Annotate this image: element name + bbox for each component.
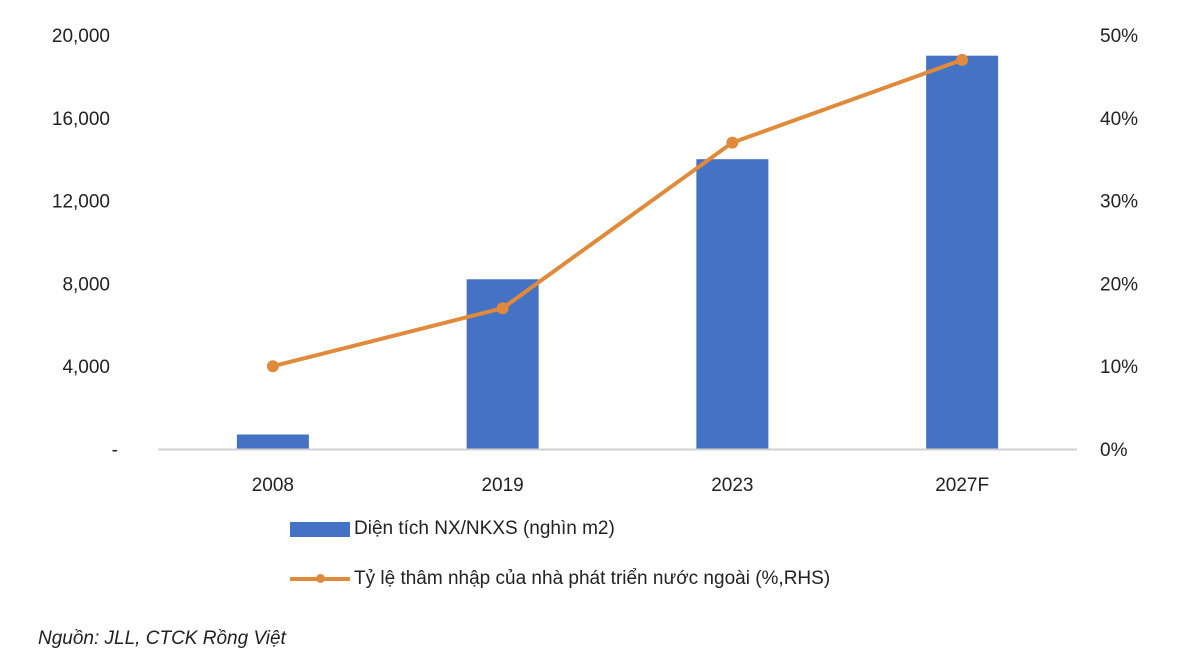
y-left-tick-label: 8,000 (62, 274, 110, 295)
y-right-tick-label: 20% (1100, 274, 1138, 295)
y-right-tick-label: 10% (1100, 357, 1138, 378)
y-left-tick-label: 16,000 (52, 109, 110, 130)
line-point (956, 53, 969, 66)
legend-swatch-bar (290, 521, 350, 537)
line-point (726, 136, 739, 149)
line-point (496, 302, 509, 315)
line-series (272, 57, 963, 369)
line-point (266, 360, 279, 373)
bar (696, 159, 769, 449)
legend-label-line: Tỷ lệ thâm nhập của nhà phát triển nước … (354, 568, 831, 589)
legend-swatch-line (290, 574, 350, 583)
y-right-tick-label: 40% (1100, 109, 1138, 130)
legend-label-bar: Diện tích NX/NKXS (nghìn m2) (354, 518, 615, 539)
x-tick-label: 2008 (252, 475, 294, 496)
y-left-tick-label: 12,000 (52, 192, 110, 213)
bar (926, 55, 999, 449)
y-right-tick-label: 50% (1100, 26, 1138, 47)
x-tick-label: 2023 (711, 475, 753, 496)
y-left-tick-label: 4,000 (62, 357, 110, 378)
legend-item-bar: Diện tích NX/NKXS (nghìn m2) (290, 518, 615, 540)
legend-item-line: Tỷ lệ thâm nhập của nhà phát triển nước … (290, 568, 830, 590)
y-right-tick-label: 0% (1100, 440, 1128, 461)
x-tick-label: 2027F (935, 475, 989, 496)
y-left-tick-label: - (112, 440, 118, 461)
x-tick-label: 2019 (481, 475, 523, 496)
y-right-tick-label: 30% (1100, 192, 1138, 213)
y-left-tick-label: 20,000 (52, 26, 110, 47)
source-note: Nguồn: JLL, CTCK Rồng Việt (38, 628, 286, 649)
bar (236, 434, 309, 449)
